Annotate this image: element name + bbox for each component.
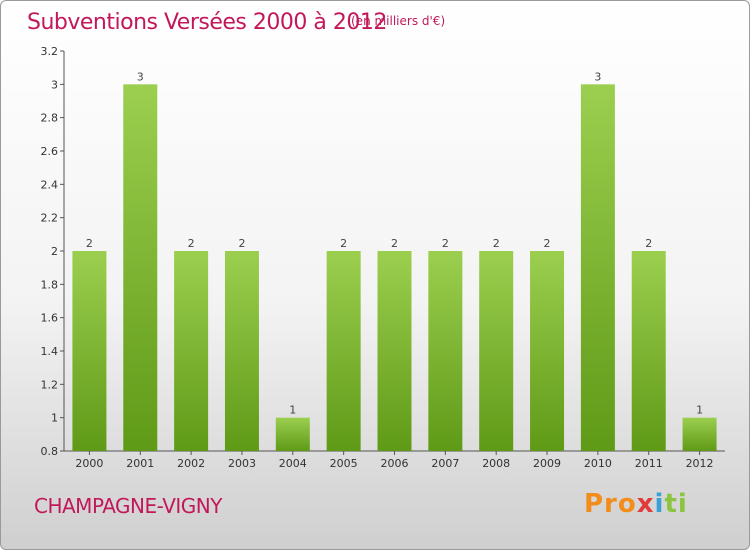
y-tick-label: 1.6 bbox=[41, 312, 59, 325]
bar-value-label: 2 bbox=[188, 237, 195, 250]
bar-2012 bbox=[682, 417, 717, 451]
y-tick-label: 2.4 bbox=[41, 178, 59, 191]
x-tick-label: 2006 bbox=[381, 457, 409, 470]
y-tick-label: 1.4 bbox=[41, 345, 59, 358]
bar-value-label: 2 bbox=[238, 237, 245, 250]
commune-name: CHAMPAGNE-VIGNY bbox=[34, 494, 222, 518]
y-tick-label: 2 bbox=[51, 245, 58, 258]
bar-2007 bbox=[428, 251, 463, 451]
labels: 2 2000 3 2001 2 2002 2 2003 1 2004 2 2005 2 2006 2 2007… bbox=[75, 70, 713, 470]
bar-2003 bbox=[224, 251, 259, 451]
bar-2002 bbox=[174, 251, 209, 451]
logo-part-1: Pro bbox=[584, 489, 637, 519]
bar-2000 bbox=[72, 251, 107, 451]
y-tick-label: 0.8 bbox=[41, 445, 59, 458]
bar-value-label: 2 bbox=[645, 237, 652, 250]
unit-note: (en milliers d'€) bbox=[351, 14, 446, 28]
x-tick-label: 2002 bbox=[177, 457, 205, 470]
x-tick-label: 2012 bbox=[686, 457, 714, 470]
y-tick-label: 2.6 bbox=[41, 145, 59, 158]
bar-value-label: 3 bbox=[594, 70, 601, 83]
y-tick-label: 1 bbox=[51, 412, 58, 425]
x-tick-label: 2001 bbox=[126, 457, 154, 470]
bar-2009 bbox=[530, 251, 565, 451]
x-tick-label: 2009 bbox=[533, 457, 561, 470]
bar-value-label: 2 bbox=[340, 237, 347, 250]
y-tick-label: 3.2 bbox=[41, 45, 59, 58]
x-tick-label: 2004 bbox=[279, 457, 307, 470]
x-tick-label: 2008 bbox=[482, 457, 510, 470]
y-tick-label: 2.8 bbox=[41, 112, 59, 125]
x-tick-label: 2007 bbox=[431, 457, 459, 470]
bar-value-label: 2 bbox=[493, 237, 500, 250]
bar-value-label: 1 bbox=[696, 404, 703, 417]
bar-2006 bbox=[377, 251, 412, 451]
bar-2008 bbox=[479, 251, 514, 451]
bar-2004 bbox=[275, 417, 310, 451]
y-tick-label: 3 bbox=[51, 78, 58, 91]
bar-2011 bbox=[631, 251, 666, 451]
bar-value-label: 1 bbox=[289, 404, 296, 417]
y-tick-label: 2.2 bbox=[41, 212, 59, 225]
proxiti-logo[interactable]: Proxiti bbox=[584, 489, 688, 519]
logo-part-3: i bbox=[654, 489, 665, 519]
x-tick-label: 2000 bbox=[75, 457, 103, 470]
bar-value-label: 2 bbox=[391, 237, 398, 250]
bar-2010 bbox=[580, 84, 615, 451]
bar-2005 bbox=[326, 251, 361, 451]
bar-value-label: 2 bbox=[544, 237, 551, 250]
logo-part-4: ti bbox=[664, 489, 688, 519]
bar-value-label: 3 bbox=[137, 70, 144, 83]
bar-2001 bbox=[123, 84, 158, 451]
chart-title: Subventions Versées 2000 à 2012 bbox=[27, 10, 387, 35]
bar-value-label: 2 bbox=[86, 237, 93, 250]
x-tick-label: 2003 bbox=[228, 457, 256, 470]
y-tick-label: 1.2 bbox=[41, 378, 59, 391]
bars bbox=[72, 84, 717, 451]
logo-part-2: x bbox=[636, 489, 655, 519]
y-tick-label: 1.8 bbox=[41, 278, 59, 291]
x-tick-label: 2010 bbox=[584, 457, 612, 470]
x-tick-label: 2011 bbox=[635, 457, 663, 470]
bar-value-label: 2 bbox=[442, 237, 449, 250]
x-tick-label: 2005 bbox=[330, 457, 358, 470]
